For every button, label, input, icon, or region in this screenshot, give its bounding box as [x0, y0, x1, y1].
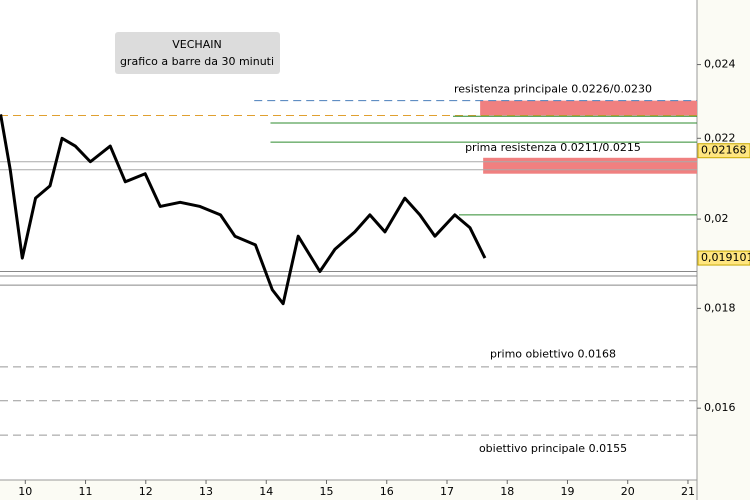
- y-tick-label: 0,016: [704, 401, 736, 414]
- x-tick-label: 10: [18, 485, 32, 498]
- annotation: primo obiettivo 0.0168: [490, 347, 616, 360]
- x-tick-label: 20: [621, 485, 635, 498]
- y-tick-label: 0,018: [704, 301, 736, 314]
- x-tick-label: 15: [320, 485, 334, 498]
- resistance-zone: [480, 100, 697, 116]
- x-tick-label: 21: [681, 485, 695, 498]
- price-tag-label: 0,02168: [701, 144, 747, 157]
- annotation: resistenza principale 0.0226/0.0230: [454, 83, 652, 96]
- annotation: prima resistenza 0.0211/0.0215: [465, 141, 641, 154]
- x-tick-label: 11: [79, 485, 93, 498]
- price-tag: [697, 250, 750, 266]
- x-tick-label: 14: [259, 485, 273, 498]
- y-tick-label: 0,02: [704, 212, 729, 225]
- x-tick-label: 17: [440, 485, 454, 498]
- price-line: [0, 114, 487, 306]
- y-tick-label: 0,022: [704, 131, 736, 144]
- x-tick-label: 19: [560, 485, 574, 498]
- axis-panel: [0, 480, 697, 500]
- x-tick-label: 13: [199, 485, 213, 498]
- price-tag: [697, 143, 750, 159]
- resistance-zone: [483, 157, 697, 174]
- chart-subtitle: grafico a barre da 30 minuti: [120, 55, 274, 68]
- x-tick-label: 16: [380, 485, 394, 498]
- x-tick-label: 12: [139, 485, 153, 498]
- title-box: [115, 32, 280, 74]
- y-tick-label: 0,024: [704, 58, 736, 71]
- price-tag-label: 0,019101: [701, 251, 750, 264]
- annotation: obiettivo principale 0.0155: [479, 442, 627, 455]
- chart-title: VECHAIN: [172, 38, 221, 51]
- axis-panel: [697, 0, 750, 500]
- x-tick-label: 18: [500, 485, 514, 498]
